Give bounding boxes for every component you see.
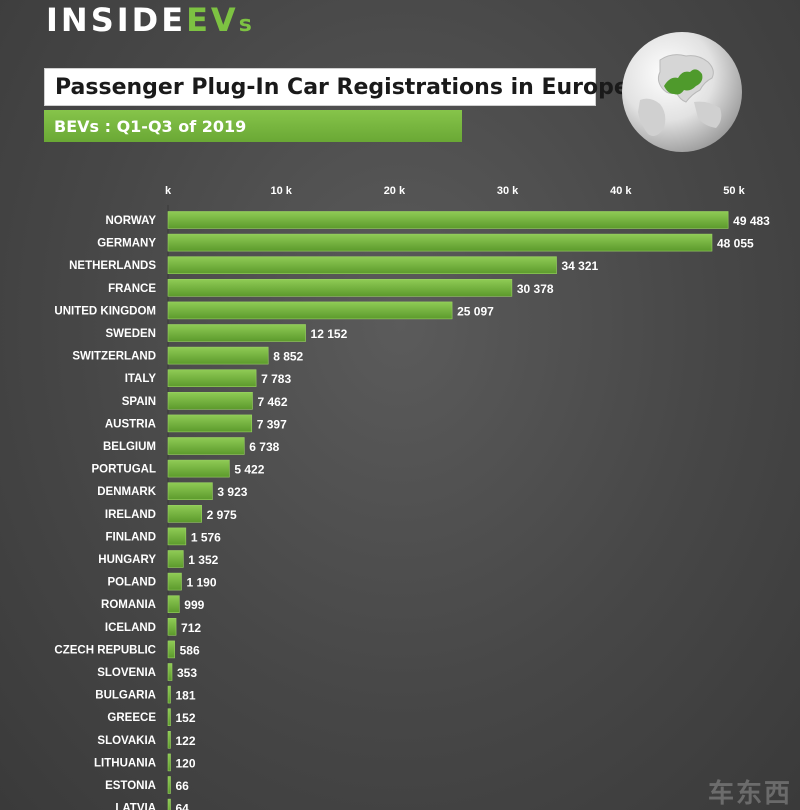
category-label: LATVIA — [115, 803, 156, 810]
value-label: 1 190 — [186, 576, 216, 590]
chart-title: Passenger Plug-In Car Registrations in E… — [55, 74, 629, 100]
bar — [167, 572, 182, 591]
category-label: SPAIN — [122, 396, 156, 408]
bar — [167, 685, 171, 704]
x-tick-label: k — [165, 185, 172, 197]
x-tick-label: 10 k — [270, 185, 292, 197]
bar — [167, 324, 306, 342]
category-label: GREECE — [107, 712, 156, 724]
category-label: GERMANY — [97, 238, 156, 250]
category-label: BELGIUM — [103, 441, 156, 453]
chart-subtitle: BEVs : Q1-Q3 of 2019 — [54, 116, 247, 136]
bar — [167, 776, 171, 794]
value-label: 1 352 — [188, 553, 218, 567]
bar — [167, 753, 171, 772]
category-label: PORTUGAL — [91, 464, 156, 476]
bar — [167, 391, 253, 410]
category-label: SWITZERLAND — [72, 351, 156, 363]
category-label: NETHERLANDS — [69, 260, 156, 272]
value-label: 122 — [176, 734, 196, 748]
bar — [167, 640, 175, 659]
value-label: 12 152 — [311, 327, 348, 341]
x-tick-label: 30 k — [497, 185, 519, 197]
value-label: 7 462 — [257, 395, 287, 409]
value-label: 64 — [176, 802, 190, 810]
logo-ev: EV — [186, 1, 239, 39]
bar — [167, 550, 184, 568]
bar — [167, 211, 729, 229]
value-label: 48 055 — [717, 237, 754, 251]
value-label: 152 — [176, 711, 196, 725]
category-label: CZECH REPUBLIC — [54, 644, 156, 656]
value-label: 586 — [180, 643, 200, 657]
bar — [167, 504, 202, 523]
category-label: ROMANIA — [101, 599, 156, 611]
value-label: 353 — [177, 666, 197, 680]
bar — [167, 527, 187, 546]
category-label: AUSTRIA — [105, 418, 156, 430]
bar — [167, 730, 171, 749]
value-label: 7 783 — [261, 372, 291, 386]
value-label: 25 097 — [457, 304, 494, 318]
category-label: NORWAY — [106, 215, 157, 227]
logo-inside: INSIDE — [46, 1, 187, 39]
bar — [167, 369, 257, 388]
value-label: 49 483 — [733, 214, 770, 228]
bar — [167, 346, 269, 365]
bar — [167, 278, 513, 297]
value-label: 7 397 — [257, 417, 287, 431]
europe-globe-icon — [622, 32, 742, 152]
watermark: 车东西 — [707, 779, 792, 809]
category-label: LITHUANIA — [94, 757, 156, 769]
bar — [167, 256, 557, 275]
bar — [167, 459, 230, 478]
category-label: ICELAND — [105, 622, 156, 634]
category-label: IRELAND — [105, 509, 156, 521]
bar — [167, 595, 180, 614]
value-label: 181 — [176, 689, 196, 703]
category-label: UNITED KINGDOM — [54, 305, 156, 317]
bar — [167, 663, 173, 681]
category-label: ESTONIA — [105, 780, 156, 792]
value-label: 1 576 — [191, 530, 221, 544]
value-label: 5 422 — [234, 463, 264, 477]
category-label: HUNGARY — [98, 554, 156, 566]
category-label: ITALY — [125, 373, 157, 385]
bar — [167, 482, 213, 501]
value-label: 120 — [176, 756, 196, 770]
value-label: 66 — [176, 779, 190, 793]
category-label: BULGARIA — [95, 690, 156, 702]
value-label: 712 — [181, 621, 201, 635]
chart-subtitle-box: BEVs : Q1-Q3 of 2019 — [44, 110, 462, 142]
value-label: 30 378 — [517, 282, 554, 296]
category-label: FRANCE — [108, 283, 156, 295]
bar — [167, 301, 453, 320]
insideevs-logo: INSIDEEVs — [46, 2, 252, 43]
bar — [167, 798, 171, 810]
x-tick-label: 40 k — [610, 185, 632, 197]
value-label: 34 321 — [562, 259, 599, 273]
category-label: SLOVENIA — [97, 667, 156, 679]
x-tick-label: 20 k — [384, 185, 406, 197]
category-label: DENMARK — [97, 486, 156, 498]
x-tick-label: 50 k — [723, 185, 745, 197]
bar — [167, 437, 245, 455]
value-label: 999 — [184, 598, 204, 612]
value-label: 3 923 — [217, 485, 247, 499]
category-label: SLOVAKIA — [97, 735, 156, 747]
category-label: POLAND — [107, 577, 156, 589]
value-label: 8 852 — [273, 350, 303, 364]
bar — [167, 708, 171, 727]
category-label: FINLAND — [106, 531, 156, 543]
bar — [167, 414, 253, 433]
logo-s: s — [238, 12, 252, 37]
chart-title-box: Passenger Plug-In Car Registrations in E… — [44, 68, 629, 106]
bar — [167, 617, 177, 636]
value-label: 2 975 — [207, 508, 237, 522]
bar — [167, 233, 713, 252]
category-label: SWEDEN — [106, 328, 156, 340]
value-label: 6 738 — [249, 440, 279, 454]
